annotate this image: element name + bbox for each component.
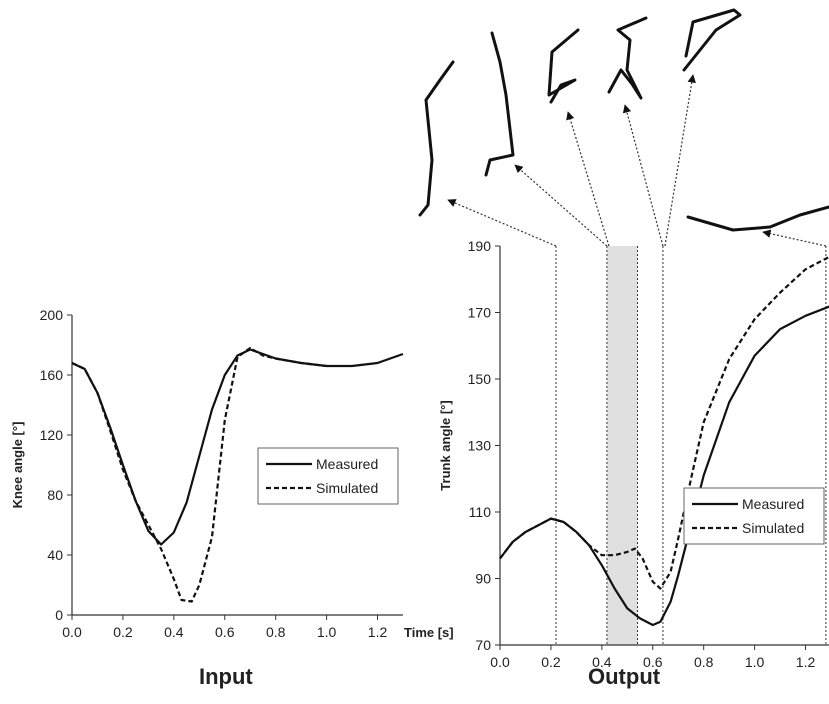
- posture-figure: [547, 28, 580, 104]
- y-axis-label: Trunk angle [°]: [438, 400, 453, 490]
- legend-label: Simulated: [742, 520, 804, 536]
- y-axis-label: Knee angle [°]: [10, 422, 25, 509]
- posture-arrow: [664, 74, 696, 247]
- x-tick-label: 0.0: [62, 624, 82, 640]
- caption-output: Output: [588, 664, 661, 689]
- x-tick-label: 0.4: [592, 654, 612, 670]
- posture-figure: [686, 205, 829, 232]
- y-tick-label: 170: [468, 305, 492, 321]
- x-tick-label: 1.2: [796, 654, 816, 670]
- series-line-measured: [499, 305, 829, 627]
- x-tick-label: 1.0: [317, 624, 337, 640]
- posture-illustrations: [418, 8, 829, 247]
- x-tick-label: 0.0: [490, 654, 510, 670]
- legend-box: [257, 447, 399, 505]
- legend-box: [683, 487, 825, 545]
- chart-0: 0 40 80 120 160 200 0.0 0.2 0.4 0.6 0.8 1.0 1.2 Time …: [10, 307, 454, 640]
- series-line-simulated: [499, 255, 829, 590]
- posture-figure: [607, 16, 648, 100]
- legend-label: Simulated: [316, 480, 378, 496]
- caption-input: Input: [199, 664, 253, 689]
- y-tick-label: 150: [468, 371, 492, 387]
- x-tick-label: 0.4: [164, 624, 184, 640]
- legend-label: Measured: [742, 496, 804, 512]
- posture-figure: [418, 60, 455, 217]
- y-tick-label: 120: [40, 427, 64, 443]
- x-tick-label: 1.0: [745, 654, 765, 670]
- legend-label: Measured: [316, 456, 378, 472]
- x-tick-label: 0.2: [541, 654, 561, 670]
- series-line-simulated: [71, 346, 327, 603]
- series-line-measured: [71, 348, 404, 546]
- y-tick-label: 160: [40, 367, 64, 383]
- posture-figure: [484, 31, 515, 177]
- y-tick-label: 200: [40, 307, 64, 323]
- posture-arrow: [622, 104, 664, 247]
- y-tick-label: 70: [475, 637, 491, 653]
- y-tick-label: 110: [469, 504, 492, 520]
- posture-figure: [682, 8, 742, 72]
- chart-1: 70 90 110 130 150 170 190 0.0 0.2 0.4 0.6 0.8 1.0 1.2…: [438, 238, 829, 670]
- posture-arrow: [447, 199, 557, 247]
- y-tick-label: 80: [47, 487, 63, 503]
- posture-arrow: [566, 111, 610, 247]
- x-tick-label: 0.8: [694, 654, 714, 670]
- posture-arrow: [514, 164, 608, 247]
- y-tick-label: 190: [468, 238, 492, 254]
- shaded-region: [606, 246, 638, 645]
- y-tick-label: 0: [55, 607, 63, 623]
- y-tick-label: 130: [468, 438, 492, 454]
- x-tick-label: 1.2: [368, 624, 388, 640]
- x-tick-label: 0.6: [643, 654, 663, 670]
- x-tick-label: 0.2: [113, 624, 133, 640]
- y-tick-label: 40: [47, 547, 63, 563]
- x-tick-label: 0.6: [215, 624, 235, 640]
- posture-arrow: [762, 229, 827, 247]
- x-tick-label: 0.8: [266, 624, 286, 640]
- x-axis-label: Time [s]: [404, 625, 454, 640]
- y-tick-label: 90: [475, 571, 491, 587]
